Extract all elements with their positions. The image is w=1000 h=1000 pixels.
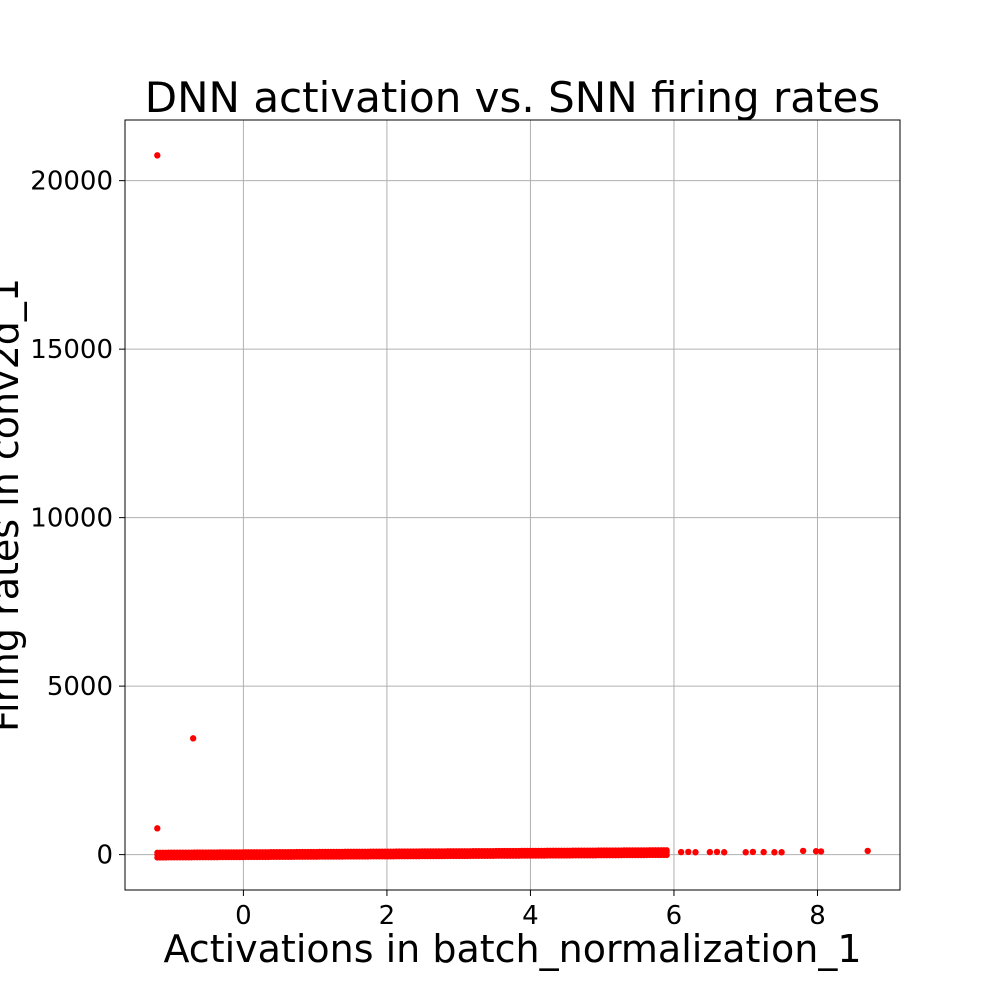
data-point [812,848,820,855]
data-point [742,849,749,856]
x-axis-label: Activations in batch_normalization_1 [163,927,861,971]
y-tick-label: 0 [96,841,113,871]
data-point [864,847,871,855]
data-point [154,825,161,832]
dense-point-band [154,847,670,861]
data-point [677,848,685,856]
data-point [771,849,778,856]
data-point [189,735,197,742]
x-tick-label: 6 [666,901,683,931]
chart-title: DNN activation vs. SNN firing rates [145,73,880,122]
y-tick-label: 15000 [30,335,113,365]
x-axis-ticks: 0 2 4 6 8 [235,890,826,931]
data-point [663,852,670,859]
data-points [154,152,871,856]
data-point [749,848,757,856]
data-point [692,849,699,856]
y-axis-label: Firing rates in conv2d_1 [0,278,27,732]
data-point [685,848,692,856]
y-tick-label: 5000 [47,672,113,702]
x-tick-label: 0 [235,901,252,931]
data-point [663,847,670,854]
data-point [154,152,161,159]
x-tick-label: 8 [809,901,826,931]
x-tick-label: 2 [379,901,396,931]
plot-frame [124,119,901,891]
data-point [760,848,767,856]
x-tick-label: 4 [522,901,539,931]
data-point [720,849,728,856]
data-point [799,847,807,855]
data-point [713,848,721,856]
y-tick-label: 10000 [30,504,113,534]
y-tick-label: 20000 [30,167,113,197]
data-point [706,848,714,856]
data-point [778,849,785,856]
data-point [817,848,825,855]
y-axis-ticks: 0 5000 10000 15000 20000 [30,167,125,871]
